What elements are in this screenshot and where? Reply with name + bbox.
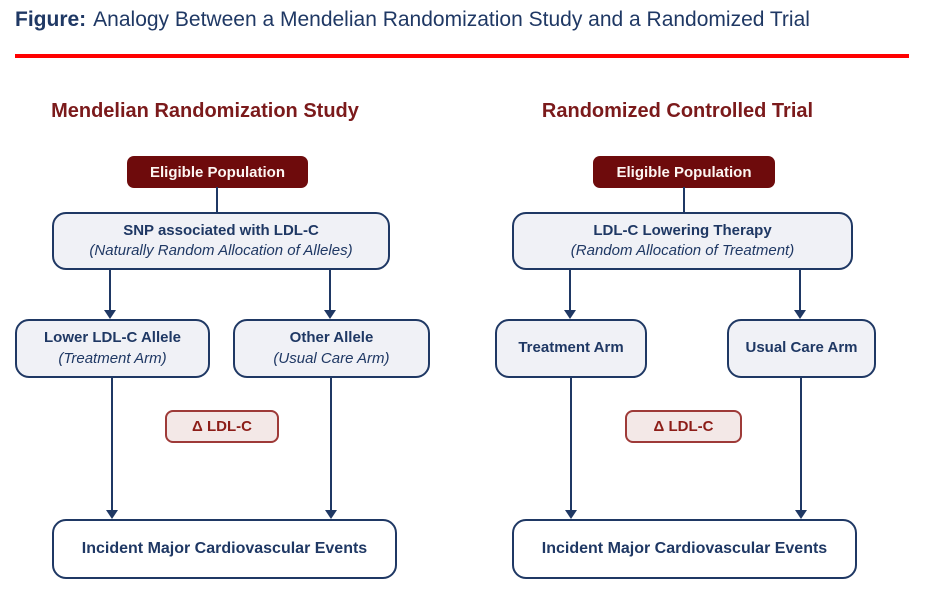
- connector-population-to-randomization-right: [683, 187, 685, 213]
- arrow-control-to-outcome-left: [325, 378, 337, 519]
- figure-title-text: Analogy Between a Mendelian Randomizatio…: [93, 8, 810, 31]
- randomization-title-left: SNP associated with LDL-C: [123, 221, 319, 239]
- arrow-randomization-to-control-arm-left: [324, 270, 336, 319]
- treatment-arm-box-right: Treatment Arm: [495, 319, 647, 378]
- control-arm-box-left: Other Allele (Usual Care Arm): [233, 319, 430, 378]
- randomization-box-right: LDL-C Lowering Therapy (Random Allocatio…: [512, 212, 853, 270]
- arrow-randomization-to-treatment-arm-left: [104, 270, 116, 319]
- eligible-population-box-left: Eligible Population: [127, 156, 308, 188]
- eligible-population-box-right: Eligible Population: [593, 156, 775, 188]
- outcome-box-right: Incident Major Cardiovascular Events: [512, 519, 857, 579]
- connector-population-to-randomization-left: [216, 187, 218, 213]
- red-divider-rule: [15, 54, 909, 58]
- arrow-treatment-to-outcome-right: [565, 378, 577, 519]
- arrow-randomization-to-treatment-arm-right: [564, 270, 576, 319]
- arrow-treatment-to-outcome-left: [106, 378, 118, 519]
- delta-ldl-box-right: Δ LDL-C: [625, 410, 742, 443]
- treatment-arm-title-right: Treatment Arm: [518, 339, 624, 357]
- treatment-arm-box-left: Lower LDL-C Allele (Treatment Arm): [15, 319, 210, 378]
- treatment-arm-subtitle-left: (Treatment Arm): [58, 349, 167, 367]
- randomization-subtitle-right: (Random Allocation of Treatment): [570, 242, 795, 259]
- control-arm-title-right: Usual Care Arm: [745, 339, 858, 357]
- outcome-box-left: Incident Major Cardiovascular Events: [52, 519, 397, 579]
- randomization-box-left: SNP associated with LDL-C (Naturally Ran…: [52, 212, 390, 270]
- figure-title: Figure: Analogy Between a Mendelian Rando…: [15, 8, 810, 32]
- panel-heading-mendelian: Mendelian Randomization Study: [51, 100, 359, 122]
- control-arm-box-right: Usual Care Arm: [727, 319, 876, 378]
- randomization-title-right: LDL-C Lowering Therapy: [593, 221, 772, 239]
- randomization-subtitle-left: (Naturally Random Allocation of Alleles): [89, 242, 353, 259]
- arrow-randomization-to-control-arm-right: [794, 270, 806, 319]
- treatment-arm-title-left: Lower LDL-C Allele: [44, 329, 181, 347]
- control-arm-subtitle-left: (Usual Care Arm): [273, 349, 390, 367]
- delta-ldl-box-left: Δ LDL-C: [165, 410, 279, 443]
- panel-heading-rct: Randomized Controlled Trial: [541, 100, 814, 122]
- arrow-control-to-outcome-right: [795, 378, 807, 519]
- control-arm-title-left: Other Allele: [289, 329, 374, 347]
- figure-label: Figure:: [15, 8, 87, 31]
